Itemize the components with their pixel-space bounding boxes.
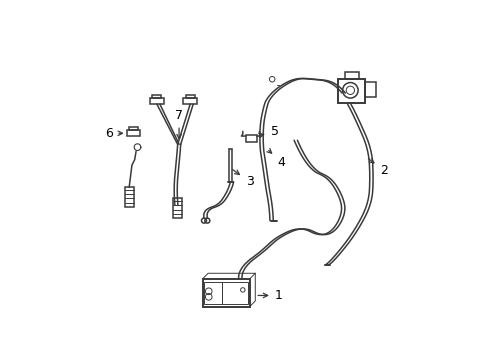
Text: 3: 3 xyxy=(233,170,253,188)
Bar xyxy=(150,98,164,104)
Text: 2: 2 xyxy=(368,158,388,177)
Bar xyxy=(129,127,138,130)
Bar xyxy=(152,95,161,98)
Bar xyxy=(339,79,365,103)
Bar xyxy=(204,282,222,304)
Bar xyxy=(345,72,359,79)
Bar xyxy=(186,95,195,98)
Bar xyxy=(365,82,376,97)
Bar xyxy=(245,135,257,141)
Bar xyxy=(203,279,250,307)
Bar xyxy=(222,282,248,304)
Text: 1: 1 xyxy=(258,289,283,302)
Bar xyxy=(173,198,182,218)
Bar xyxy=(125,187,134,207)
Text: 6: 6 xyxy=(106,127,122,140)
Bar xyxy=(183,98,197,104)
Text: 7: 7 xyxy=(175,109,183,139)
Bar xyxy=(126,130,140,136)
Text: 4: 4 xyxy=(267,149,285,169)
Text: 5: 5 xyxy=(259,125,278,138)
